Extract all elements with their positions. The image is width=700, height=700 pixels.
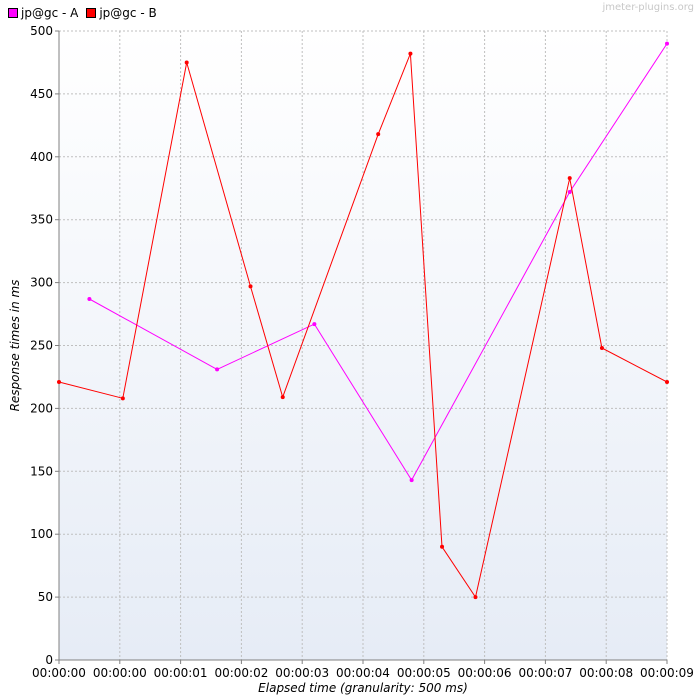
series-b bbox=[57, 51, 669, 600]
legend-swatch-a bbox=[8, 8, 18, 18]
legend: jp@gc - A jp@gc - B bbox=[8, 6, 157, 20]
axes bbox=[55, 30, 668, 664]
data-point[interactable] bbox=[312, 322, 317, 327]
data-point[interactable] bbox=[409, 478, 414, 483]
data-point[interactable] bbox=[280, 395, 285, 400]
y-tick-label: 400 bbox=[30, 150, 53, 164]
legend-item-a[interactable]: jp@gc - A bbox=[8, 6, 78, 20]
data-point[interactable] bbox=[599, 346, 604, 351]
grid bbox=[59, 30, 668, 660]
x-tick-label: 00:00:09 bbox=[640, 666, 694, 680]
y-tick-label: 200 bbox=[30, 401, 53, 415]
y-tick-labels: 0 50 100 150 200 250 300 350 400 450 500 bbox=[30, 24, 53, 667]
data-point[interactable] bbox=[473, 595, 478, 600]
x-tick-label: 00:00:07 bbox=[518, 666, 572, 680]
data-point[interactable] bbox=[567, 190, 572, 195]
y-tick-label: 300 bbox=[30, 276, 53, 290]
x-tick-label: 00:00:03 bbox=[275, 666, 329, 680]
y-tick-label: 500 bbox=[30, 24, 53, 38]
x-tick-label: 00:00:05 bbox=[397, 666, 451, 680]
data-point[interactable] bbox=[57, 379, 61, 384]
y-tick-label: 50 bbox=[38, 590, 53, 604]
data-point[interactable] bbox=[665, 41, 669, 46]
data-point[interactable] bbox=[408, 51, 413, 56]
legend-item-b[interactable]: jp@gc - B bbox=[86, 6, 157, 20]
data-point[interactable] bbox=[184, 60, 189, 65]
legend-label-b: jp@gc - B bbox=[99, 6, 157, 20]
x-axis-title: Elapsed time (granularity: 500 ms) bbox=[258, 681, 468, 695]
data-point[interactable] bbox=[567, 176, 572, 181]
data-point[interactable] bbox=[440, 544, 445, 549]
x-tick-label: 00:00:00 bbox=[93, 666, 147, 680]
y-tick-label: 250 bbox=[30, 339, 53, 353]
series-a bbox=[87, 41, 669, 483]
data-point[interactable] bbox=[248, 284, 253, 289]
legend-swatch-b bbox=[86, 8, 97, 18]
x-tick-label: 00:00:00 bbox=[32, 666, 86, 680]
data-point[interactable] bbox=[120, 396, 125, 401]
legend-label-a: jp@gc - A bbox=[21, 6, 79, 20]
data-point[interactable] bbox=[376, 132, 381, 137]
series-line bbox=[89, 43, 668, 482]
watermark: jmeter-plugins.org bbox=[602, 2, 694, 13]
x-tick-labels: 00:00:00 00:00:00 00:00:01 00:00:02 00:00:03… bbox=[32, 666, 694, 680]
x-tick-label: 00:00:08 bbox=[579, 666, 633, 680]
y-tick-label: 350 bbox=[30, 213, 53, 227]
data-point[interactable] bbox=[87, 296, 92, 301]
data-point[interactable] bbox=[215, 367, 220, 372]
y-tick-label: 100 bbox=[30, 527, 53, 541]
series-group bbox=[57, 41, 669, 600]
x-tick-label: 00:00:04 bbox=[336, 666, 390, 680]
y-tick-label: 450 bbox=[30, 87, 53, 101]
y-axis-title: Response times in ms bbox=[8, 280, 22, 412]
x-tick-label: 00:00:06 bbox=[458, 666, 512, 680]
series-line bbox=[58, 53, 668, 599]
x-tick-label: 00:00:02 bbox=[214, 666, 268, 680]
y-tick-label: 150 bbox=[30, 464, 53, 478]
y-tick-label: 0 bbox=[45, 653, 53, 667]
x-tick-label: 00:00:01 bbox=[154, 666, 208, 680]
data-point[interactable] bbox=[665, 379, 669, 384]
